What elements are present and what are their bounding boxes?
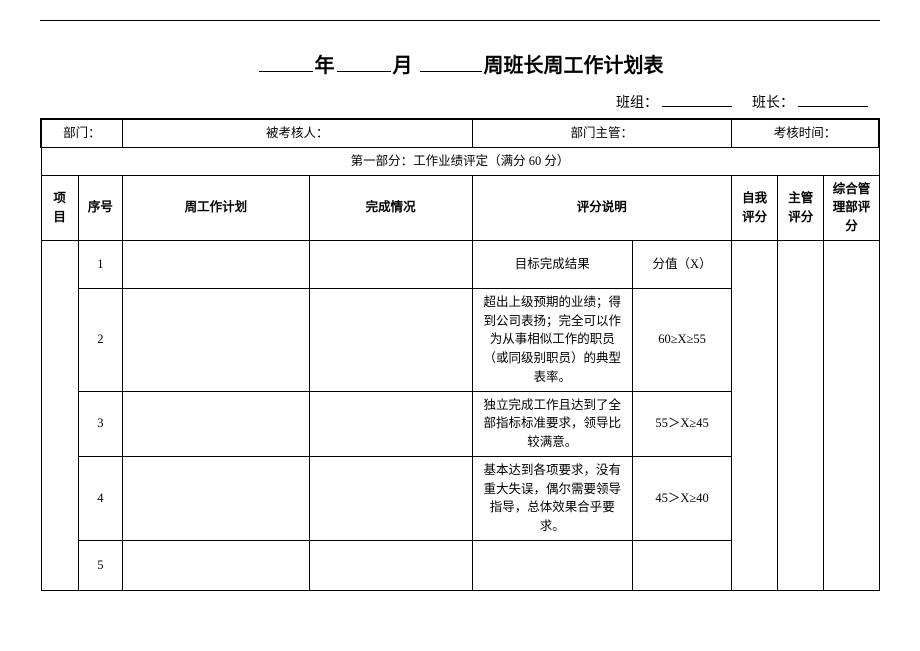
col-desc: 评分说明 <box>472 175 732 240</box>
blank-leader <box>798 93 868 107</box>
col-dept: 综合管理部评分 <box>824 175 879 240</box>
title-month: 月 <box>393 55 413 77</box>
done-cell <box>309 456 472 540</box>
num-cell: 2 <box>78 288 122 391</box>
proj-cell <box>41 240 78 590</box>
assess-time-label: 考核时间： <box>732 119 879 147</box>
plan-cell <box>122 540 309 590</box>
score-cell <box>633 540 732 590</box>
dept-label: 部门： <box>41 119 122 147</box>
title-rest: 周班长周工作计划表 <box>484 55 664 77</box>
desc-cell: 超出上级预期的业绩；得到公司表扬；完全可以作为从事相似工作的职员（或同级别职员）… <box>472 288 633 391</box>
plan-cell <box>122 288 309 391</box>
plan-cell <box>122 456 309 540</box>
blank-month <box>337 52 391 72</box>
desc-cell <box>472 540 633 590</box>
score-cell: 60≥X≥55 <box>633 288 732 391</box>
done-cell <box>309 540 472 590</box>
section-row: 第一部分：工作业绩评定（满分 60 分） <box>41 147 879 175</box>
page-title: 年 月 周班长周工作计划表 <box>40 49 880 78</box>
num-cell: 4 <box>78 456 122 540</box>
plan-table: 部门： 被考核人： 部门主管： 考核时间： 第一部分：工作业绩评定（满分 60 … <box>40 118 880 591</box>
column-header-row: 项目 序号 周工作计划 完成情况 评分说明 自我评分 主管评分 综合管理部评分 <box>41 175 879 240</box>
blank-year <box>259 52 313 72</box>
num-cell: 5 <box>78 540 122 590</box>
score-cell: 45＞X≥40 <box>633 456 732 540</box>
title-year: 年 <box>315 55 335 77</box>
plan-cell <box>122 391 309 456</box>
leader-label: 班长： <box>752 96 794 111</box>
done-cell <box>309 391 472 456</box>
done-cell <box>309 240 472 288</box>
num-cell: 1 <box>78 240 122 288</box>
table-row: 1 目标完成结果分值（X） <box>41 240 879 288</box>
desc-cell: 基本达到各项要求，没有重大失误，偶尔需要领导指导，总体效果合乎要求。 <box>472 456 633 540</box>
section1-title: 第一部分：工作业绩评定（满分 60 分） <box>41 147 879 175</box>
desc-cell: 独立完成工作且达到了全部指标标准要求，领导比较满意。 <box>472 391 633 456</box>
col-done: 完成情况 <box>309 175 472 240</box>
self-score-cell <box>732 240 778 590</box>
score-cell: 55＞X≥45 <box>633 391 732 456</box>
col-proj: 项目 <box>41 175 78 240</box>
col-plan: 周工作计划 <box>122 175 309 240</box>
assessee-label: 被考核人： <box>122 119 472 147</box>
meta-row: 部门： 被考核人： 部门主管： 考核时间： <box>41 119 879 147</box>
dept-head-label: 部门主管： <box>472 119 732 147</box>
desc-cell: 目标完成结果 <box>472 240 633 288</box>
mgr-score-cell <box>778 240 824 590</box>
score-cell: 分值（X） <box>633 240 732 288</box>
subhead-line: 班组： 班长： <box>40 92 880 112</box>
col-mgr: 主管评分 <box>778 175 824 240</box>
done-cell <box>309 288 472 391</box>
team-label: 班组： <box>616 96 658 111</box>
num-cell: 3 <box>78 391 122 456</box>
plan-cell <box>122 240 309 288</box>
dept-score-cell <box>824 240 879 590</box>
col-self: 自我评分 <box>732 175 778 240</box>
col-num: 序号 <box>78 175 122 240</box>
blank-team <box>662 93 732 107</box>
blank-week <box>420 52 482 72</box>
top-horizontal-rule <box>40 20 880 21</box>
